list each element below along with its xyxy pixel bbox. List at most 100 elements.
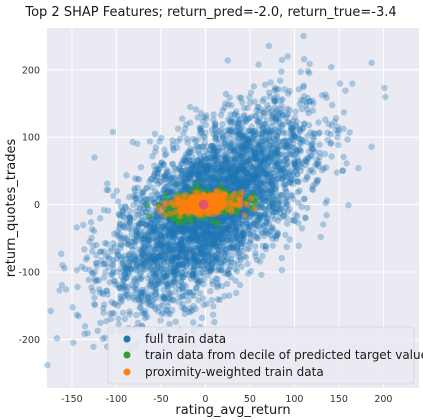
point-full-train bbox=[186, 156, 193, 164]
point-full-train bbox=[135, 246, 143, 253]
point-full-train bbox=[243, 169, 250, 176]
point-proximity bbox=[241, 212, 248, 219]
point-full-train bbox=[283, 243, 290, 250]
point-full-train bbox=[198, 238, 205, 245]
point-full-train bbox=[97, 215, 104, 222]
point-full-train bbox=[219, 121, 226, 128]
point-full-train bbox=[131, 185, 138, 192]
point-full-train bbox=[258, 145, 265, 153]
point-full-train bbox=[180, 260, 187, 268]
point-full-train bbox=[163, 170, 171, 177]
point-full-train bbox=[315, 130, 322, 137]
point-full-train bbox=[278, 171, 285, 178]
point-full-train bbox=[191, 247, 198, 255]
point-full-train bbox=[145, 196, 152, 203]
point-full-train bbox=[196, 258, 203, 266]
point-full-train bbox=[91, 294, 98, 301]
point-full-train bbox=[88, 284, 95, 291]
point-full-train bbox=[100, 260, 108, 267]
point-full-train bbox=[161, 172, 168, 179]
point-full-train bbox=[196, 258, 203, 265]
point-full-train bbox=[62, 286, 70, 293]
point-full-train bbox=[219, 216, 226, 223]
point-full-train bbox=[316, 141, 323, 148]
point-full-train bbox=[290, 195, 297, 203]
point-full-train bbox=[197, 222, 204, 230]
point-proximity bbox=[163, 201, 170, 208]
point-full-train bbox=[154, 230, 161, 237]
point-full-train bbox=[158, 134, 165, 142]
point-full-train bbox=[159, 302, 166, 310]
point-full-train bbox=[195, 261, 202, 269]
point-full-train bbox=[264, 177, 271, 184]
point-full-train bbox=[331, 118, 338, 125]
point-full-train bbox=[247, 231, 254, 239]
point-full-train bbox=[179, 242, 186, 249]
point-full-train bbox=[242, 179, 249, 186]
point-full-train bbox=[218, 165, 226, 173]
point-full-train bbox=[199, 243, 207, 251]
point-full-train bbox=[264, 149, 271, 156]
point-full-train bbox=[255, 170, 262, 178]
point-full-train bbox=[212, 125, 219, 133]
point-full-train bbox=[158, 311, 166, 318]
point-full-train bbox=[131, 266, 139, 274]
point-full-train bbox=[273, 232, 280, 239]
point-full-train bbox=[143, 257, 151, 264]
point-full-train bbox=[158, 237, 165, 245]
point-full-train bbox=[125, 262, 132, 269]
point-full-train bbox=[188, 224, 195, 232]
point-full-train bbox=[251, 220, 259, 228]
point-full-train bbox=[227, 181, 234, 188]
point-full-train bbox=[101, 301, 108, 308]
point-full-train bbox=[328, 139, 335, 147]
point-full-train bbox=[291, 114, 299, 121]
point-full-train bbox=[161, 295, 168, 302]
point-full-train bbox=[340, 125, 347, 132]
point-full-train bbox=[324, 136, 331, 143]
point-full-train bbox=[274, 217, 282, 224]
point-full-train bbox=[116, 283, 124, 291]
point-full-train bbox=[216, 244, 224, 251]
point-full-train bbox=[209, 241, 216, 249]
point-full-train bbox=[241, 167, 248, 174]
point-full-train bbox=[249, 211, 256, 218]
point-full-train bbox=[258, 179, 265, 186]
point-full-train bbox=[187, 169, 194, 176]
point-full-train bbox=[368, 59, 375, 66]
point-full-train bbox=[103, 287, 110, 295]
point-full-train bbox=[172, 227, 180, 234]
point-full-train bbox=[171, 278, 178, 286]
point-full-train bbox=[259, 189, 266, 196]
point-full-train bbox=[246, 127, 253, 134]
point-full-train bbox=[172, 229, 179, 236]
point-full-train bbox=[161, 184, 169, 191]
point-full-train bbox=[241, 133, 248, 140]
point-full-train bbox=[123, 219, 130, 226]
point-full-train bbox=[162, 253, 169, 261]
point-full-train bbox=[159, 244, 167, 252]
point-full-train bbox=[193, 165, 200, 172]
point-full-train bbox=[131, 257, 138, 265]
point-full-train bbox=[242, 254, 250, 261]
point-full-train bbox=[323, 94, 330, 101]
point-full-train bbox=[90, 242, 97, 249]
point-full-train bbox=[270, 135, 277, 142]
point-full-train bbox=[255, 171, 262, 179]
point-full-train bbox=[206, 230, 213, 238]
point-full-train bbox=[343, 160, 350, 167]
point-full-train bbox=[179, 274, 187, 281]
point-full-train bbox=[220, 167, 227, 174]
point-full-train bbox=[266, 158, 273, 166]
point-full-train bbox=[115, 315, 122, 322]
point-full-train bbox=[191, 263, 198, 270]
point-full-train bbox=[235, 231, 242, 238]
point-full-train bbox=[106, 310, 114, 317]
point-full-train bbox=[199, 165, 207, 173]
point-full-train bbox=[257, 258, 264, 265]
point-full-train bbox=[243, 138, 250, 145]
point-full-train bbox=[153, 274, 160, 281]
point-full-train bbox=[190, 164, 198, 171]
point-full-train bbox=[188, 238, 196, 245]
point-full-train bbox=[100, 248, 108, 255]
